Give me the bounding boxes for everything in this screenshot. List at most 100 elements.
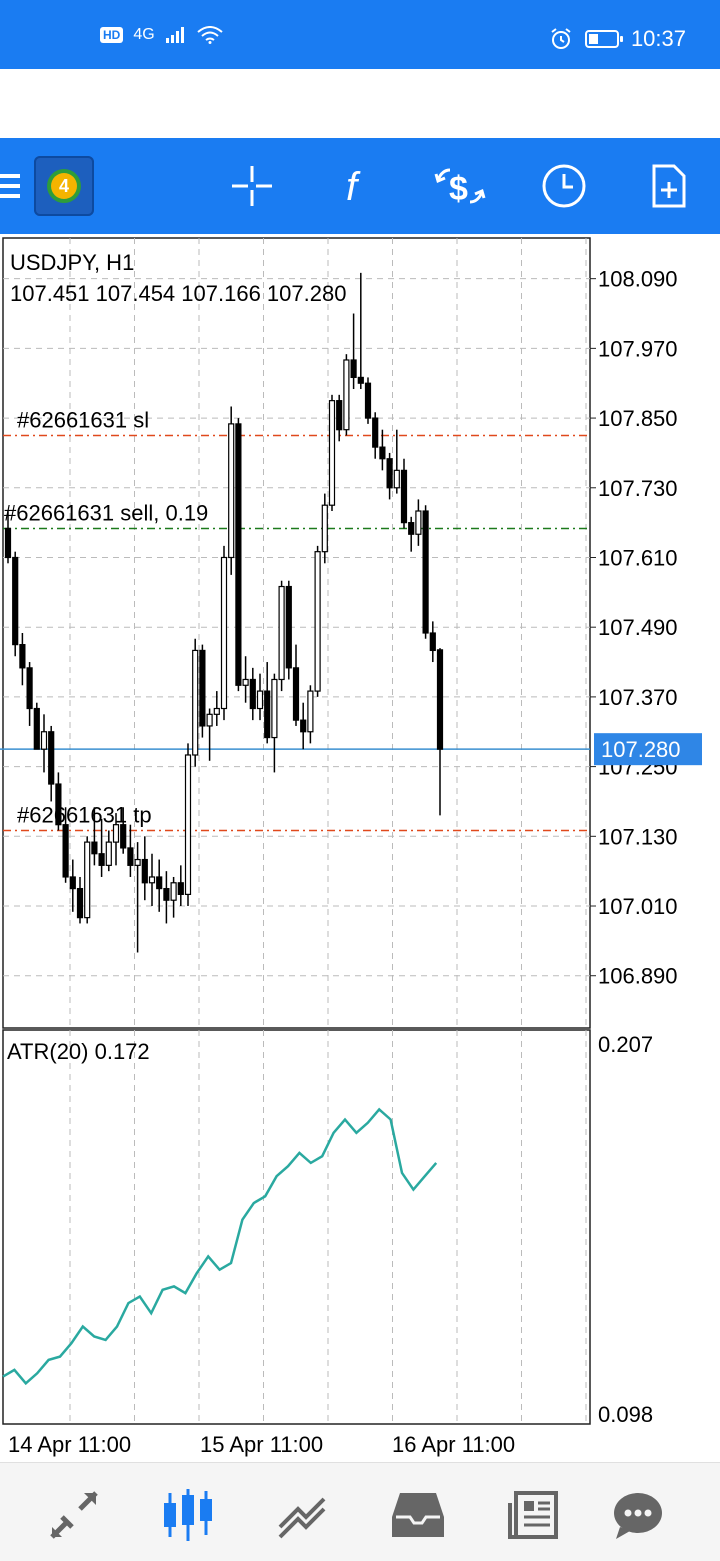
- candle-body: [436, 649, 444, 750]
- indicators-button[interactable]: f: [325, 156, 385, 216]
- metatrader-logo-icon: 4: [51, 173, 77, 199]
- price-tick-label: 107.010: [598, 894, 678, 919]
- candle-body: [127, 847, 134, 866]
- signal-icon: [165, 27, 184, 43]
- candle-body: [163, 887, 170, 901]
- candle-body: [192, 649, 199, 756]
- time-axis-label: 15 Apr 11:00: [200, 1432, 323, 1457]
- candle-body: [69, 876, 76, 890]
- status-bar: HD 4G 10:37: [0, 0, 720, 69]
- status-right: 10:37: [549, 26, 686, 52]
- new-order-button[interactable]: [638, 156, 698, 216]
- candle-body: [48, 731, 55, 785]
- candle-body: [285, 585, 292, 669]
- trade-button[interactable]: $: [430, 156, 490, 216]
- price-tick-label: 107.610: [598, 545, 678, 570]
- nav-trade[interactable]: [272, 1485, 332, 1545]
- candle-body: [91, 841, 98, 855]
- candle-body: [328, 400, 336, 506]
- price-panel: [2, 237, 591, 1029]
- candle-body: [235, 423, 242, 686]
- candle-body: [321, 504, 328, 553]
- app-logo[interactable]: 4: [34, 156, 94, 216]
- nav-quotes[interactable]: [44, 1485, 104, 1545]
- candle-body: [408, 522, 415, 535]
- candle-body: [307, 690, 314, 733]
- candle-body: [415, 510, 422, 535]
- candle-body: [256, 690, 264, 710]
- status-left: HD 4G: [100, 26, 223, 44]
- candle-body: [429, 632, 436, 652]
- indicator-tick-label: 0.098: [598, 1402, 653, 1427]
- news-icon: [508, 1491, 558, 1539]
- candle-body: [12, 556, 19, 646]
- candle-body: [199, 649, 206, 727]
- price-tick-label: 107.490: [598, 615, 678, 640]
- nav-chart[interactable]: [158, 1485, 218, 1545]
- candle-body: [278, 585, 285, 681]
- candle-body: [271, 678, 278, 739]
- candle-body: [33, 707, 40, 750]
- candle-body: [372, 417, 379, 448]
- candle-body: [292, 667, 300, 721]
- nav-history[interactable]: [388, 1485, 448, 1545]
- candle-body: [364, 382, 372, 419]
- candle-body: [55, 783, 62, 826]
- chart-canvas[interactable]: 108.090 107.970 107.850 107.730 107.610 107.4…: [0, 234, 720, 1462]
- chat-icon: [614, 1493, 662, 1539]
- candle-body: [357, 376, 364, 384]
- indicator-tick-label: 0.207: [598, 1032, 653, 1057]
- nav-messages[interactable]: [608, 1485, 668, 1545]
- trade-icon: $: [434, 168, 486, 208]
- candle-body: [84, 841, 91, 919]
- candle-body: [98, 853, 105, 866]
- order-label: #62661631 sell, 0.19: [4, 500, 208, 525]
- candle-body: [148, 876, 156, 884]
- candle-body: [213, 707, 220, 715]
- price-tick-label: 107.730: [598, 476, 678, 501]
- order-label: #62661631 sl: [17, 408, 149, 433]
- candle-body: [170, 882, 177, 901]
- candle-body: [105, 841, 112, 866]
- period-button[interactable]: [534, 156, 594, 216]
- candle-body: [120, 824, 127, 849]
- network-label: 4G: [133, 26, 155, 43]
- candle-body: [134, 858, 141, 866]
- candle-body: [249, 678, 256, 710]
- candle-body: [264, 690, 271, 739]
- price-tick-label: 108.090: [598, 267, 678, 292]
- atr-label: ATR(20) 0.172: [7, 1039, 150, 1064]
- candle-body: [300, 719, 307, 733]
- ohlc-label: 107.451 107.454 107.166 107.280: [10, 281, 346, 306]
- candle-body: [177, 882, 184, 895]
- candle-body: [4, 527, 12, 559]
- clock: 10:37: [630, 26, 686, 51]
- menu-icon: [0, 174, 20, 198]
- quotes-icon: [50, 1491, 98, 1539]
- clock-icon: [542, 164, 586, 208]
- crosshair-button[interactable]: [222, 156, 282, 216]
- candle-body: [184, 754, 192, 895]
- candle-body: [40, 731, 48, 750]
- candle-body: [141, 858, 148, 884]
- bottom-nav: [0, 1462, 720, 1561]
- candle-body: [62, 824, 69, 878]
- price-tick-label: 107.370: [598, 685, 678, 710]
- candle-body: [26, 667, 33, 710]
- top-spacer: [0, 69, 720, 138]
- inbox-icon: [392, 1493, 444, 1537]
- crosshair-icon: [232, 166, 272, 206]
- candle-body: [336, 400, 343, 431]
- price-tick-label: 107.970: [598, 336, 678, 361]
- price-tick-label: 107.850: [598, 406, 678, 431]
- svg-text:$: $: [449, 170, 468, 208]
- candle-body: [343, 359, 350, 431]
- candle-body: [156, 876, 163, 890]
- nav-news[interactable]: [504, 1485, 564, 1545]
- menu-button[interactable]: [0, 156, 22, 216]
- price-tick-label: 106.890: [598, 964, 678, 989]
- candle-body: [422, 510, 429, 634]
- candle-body: [386, 458, 393, 489]
- new-document-icon: [652, 164, 686, 208]
- chart-area[interactable]: 108.090 107.970 107.850 107.730 107.610 107.4…: [0, 234, 720, 1462]
